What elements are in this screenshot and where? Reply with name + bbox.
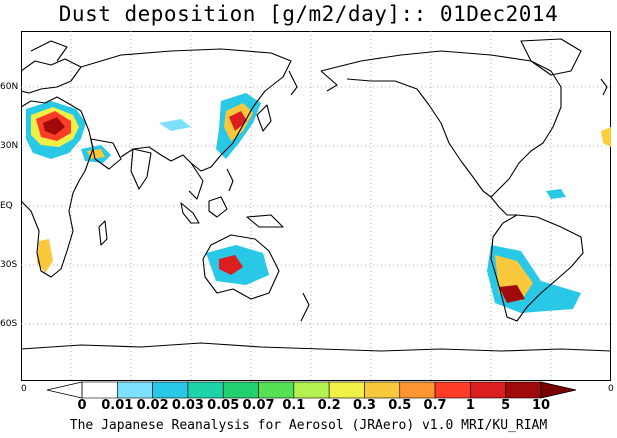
coast-northamerica: [320, 50, 562, 198]
coast-kamchatka: [288, 70, 298, 96]
colorbar-swatch: [470, 381, 506, 399]
lat-label-30s: 30S: [0, 260, 18, 270]
colorbar-swatch: [117, 381, 153, 399]
coastlines: [21, 38, 611, 352]
colorbar-swatch: [81, 381, 118, 399]
dust-atlantic: [601, 127, 611, 147]
colorbar-level-label: 0.03: [171, 398, 204, 413]
coast-centralamerica: [490, 196, 517, 216]
coast-borneo: [208, 196, 228, 218]
coast-uk: [600, 78, 608, 96]
lat-label-eq: EQ: [0, 201, 13, 211]
dust-australia-core: [219, 255, 243, 275]
colorbar-level-label: 0: [77, 398, 87, 413]
coast-australia: [202, 234, 280, 300]
coast-newguinea: [246, 214, 284, 228]
coast-newzealand: [300, 292, 310, 322]
colorbar-swatch: [399, 381, 436, 399]
colorbar-level-label: 0.01: [101, 398, 134, 413]
colorbar-left-arrow: [46, 381, 83, 399]
colorbar-swatch: [505, 381, 542, 399]
colorbar-level-label: 10: [531, 398, 551, 413]
coast-asia: [80, 48, 292, 172]
coast-indochina: [188, 162, 204, 200]
colorbar-swatch: [328, 381, 365, 399]
coast-philippines: [226, 168, 234, 192]
dust-shading: [26, 93, 611, 313]
dust-patagonia-core: [499, 285, 525, 303]
world-map: [21, 31, 611, 381]
coast-greenland: [520, 38, 582, 76]
colorbar-level-label: 0.7: [423, 398, 447, 413]
coast-japan: [256, 104, 272, 132]
coast-africa: [21, 96, 94, 278]
map-border: [21, 31, 611, 381]
colorbar-swatch: [258, 381, 295, 399]
dust-arabia-core: [87, 149, 105, 159]
colorbar-level-label: 0.5: [388, 398, 412, 413]
colorbar-swatch: [152, 381, 189, 399]
colorbar-level-label: 1: [465, 398, 475, 413]
coast-southamerica: [490, 214, 584, 322]
lat-label-60s: 60S: [0, 319, 18, 329]
coast-europe: [21, 58, 82, 94]
colorbar-level-label: 5: [501, 398, 511, 413]
colorbar-level-label: 0.02: [136, 398, 169, 413]
dust-pacific-streak: [159, 119, 191, 131]
map-title: Dust deposition [g/m2/day]:: 01Dec2014: [58, 2, 559, 26]
colorbar-level-label: 0.1: [282, 398, 306, 413]
colorbar-swatch: [187, 381, 224, 399]
colorbar-level-label: 0.05: [207, 398, 240, 413]
coast-alaska: [320, 70, 338, 92]
dust-eastasia-core: [229, 111, 247, 131]
colorbar-swatch: [434, 381, 471, 399]
coast-arabia: [90, 138, 122, 170]
footer-credit: The Japanese Reanalysis for Aerosol (JRA…: [69, 418, 548, 433]
colorbar-swatch: [222, 381, 259, 399]
lat-label-60n: 60N: [0, 82, 19, 92]
colorbar-right-arrow: [540, 381, 577, 399]
coast-scandinavia: [30, 40, 68, 62]
dust-mexico: [546, 189, 566, 199]
dust-safrica: [37, 239, 53, 273]
colorbar-level-label: 0.3: [352, 398, 376, 413]
colorbar-swatch: [293, 381, 330, 399]
coast-madagascar: [98, 220, 108, 246]
colorbar-level-label: 0.07: [242, 398, 275, 413]
coast-sumatra: [180, 202, 200, 224]
coast-antarctica: [21, 342, 611, 352]
colorbar: [46, 381, 577, 399]
colorbar-right-edge: 0: [608, 384, 614, 394]
coast-india: [130, 148, 152, 190]
colorbar-swatch: [364, 381, 401, 399]
dust-sahara-peak: [43, 117, 65, 135]
colorbar-swatches: [81, 381, 542, 399]
colorbar-left-edge: 0: [21, 384, 27, 394]
lat-label-30n: 30N: [0, 141, 19, 151]
colorbar-level-label: 0.2: [317, 398, 341, 413]
